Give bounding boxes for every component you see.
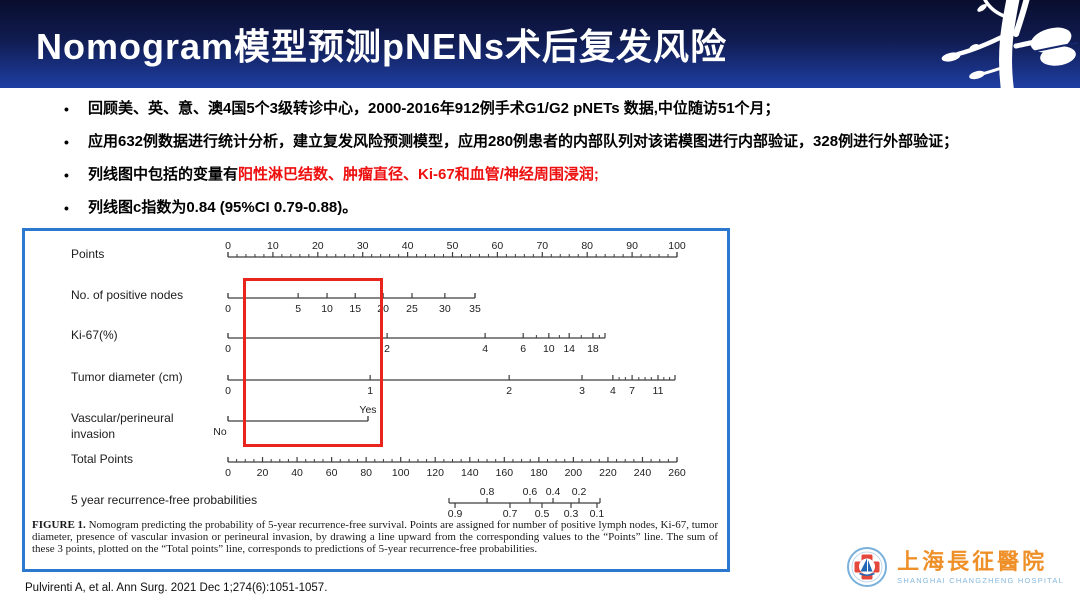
tick-label-total: 140 xyxy=(461,467,479,479)
hospital-name-en: SHANGHAI CHANGZHENG HOSPITAL xyxy=(897,576,1064,585)
bullet-text: 列线图中包括的变量有 xyxy=(88,166,239,183)
tick-label-vascular: No xyxy=(213,426,227,438)
tick-label-ki67: 6 xyxy=(520,343,526,355)
tick-label-ki67: 0 xyxy=(225,343,231,355)
tick-label-total: 100 xyxy=(392,467,410,479)
tick-label-ki67: 2 xyxy=(384,343,390,355)
axis-title-ki67: Ki-67(%) xyxy=(71,328,118,342)
axis-tumor: 0 1 2 3 4 7 11 xyxy=(225,375,676,397)
axis-nodes: 0 5 10 15 20 25 30 35 xyxy=(225,293,481,315)
tick-label-prob: 0.1 xyxy=(590,508,605,520)
tick-label-ki67: 4 xyxy=(482,343,488,355)
axis-title-points: Points xyxy=(71,247,105,261)
tick-label-tumor: 2 xyxy=(506,385,512,397)
tick-label-nodes: 35 xyxy=(469,303,481,315)
tick-label-points: 50 xyxy=(447,240,459,252)
tick-label-points: 60 xyxy=(492,240,504,252)
tick-label-total: 240 xyxy=(634,467,652,479)
tick-label-total: 200 xyxy=(565,467,583,479)
tick-label-prob: 0.8 xyxy=(480,486,495,498)
tick-label-total: 220 xyxy=(599,467,617,479)
tick-label-prob: 0.4 xyxy=(546,486,561,498)
bullet-item-4: 列线图c指数为0.84 (95%CI 0.79-0.88)。 xyxy=(62,198,1066,218)
tick-label-points: 20 xyxy=(312,240,324,252)
tick-label-total: 120 xyxy=(426,467,444,479)
tick-label-nodes: 5 xyxy=(295,303,301,315)
highlight-box xyxy=(243,278,383,447)
tick-label-total: 40 xyxy=(291,467,303,479)
axis-vascular: No Yes xyxy=(213,404,376,438)
tick-label-nodes: 10 xyxy=(321,303,333,315)
hospital-name-cn: 上海長征醫院 xyxy=(897,549,1048,574)
tick-label-prob: 0.6 xyxy=(523,486,538,498)
tick-label-ki67: 10 xyxy=(543,343,555,355)
tick-label-nodes: 30 xyxy=(439,303,451,315)
axis-title-tumor: Tumor diameter (cm) xyxy=(71,370,183,384)
bullet-text: 回顾美、英、意、澳4国5个3级转诊中心，2000-2016年912例手术G1/G… xyxy=(88,100,780,117)
axis-title-prob: 5 year recurrence-free probabilities xyxy=(71,493,258,507)
bullet-list: 回顾美、英、意、澳4国5个3级转诊中心，2000-2016年912例手术G1/G… xyxy=(62,99,1066,231)
tick-label-points: 10 xyxy=(267,240,279,252)
bullet-text-red: 阳性淋巴结数、肿瘤直径、Ki-67和血管/神经周围浸润; xyxy=(238,166,599,183)
branch-decoration-icon xyxy=(941,0,1079,88)
bullet-item-3: 列线图中包括的变量有阳性淋巴结数、肿瘤直径、Ki-67和血管/神经周围浸润; xyxy=(62,165,1066,185)
axis-title-nodes: No. of positive nodes xyxy=(71,288,184,302)
tick-label-tumor: 1 xyxy=(367,385,373,397)
bullet-item-1: 回顾美、英、意、澳4国5个3级转诊中心，2000-2016年912例手术G1/G… xyxy=(62,99,1066,119)
citation: Pulvirenti A, et al. Ann Surg. 2021 Dec … xyxy=(25,582,328,594)
tick-label-tumor: 4 xyxy=(610,385,616,397)
tick-label-nodes: 20 xyxy=(377,303,389,315)
tick-label-ki67: 18 xyxy=(587,343,599,355)
figure-panel: 0 10 20 30 40 50 60 70 80 90 100 0 5 10 15 20 25 30 35 0 2 4 6… xyxy=(22,228,730,572)
axis-prob: 0.9 0.8 0.7 0.6 0.5 0.40.3 0.20.1 xyxy=(448,486,605,520)
axis-title-total: Total Points xyxy=(71,452,134,466)
tick-label-vascular: Yes xyxy=(359,404,376,416)
tick-label-points: 80 xyxy=(581,240,593,252)
tick-label-tumor: 3 xyxy=(579,385,585,397)
tick-label-prob: 0.7 xyxy=(503,508,518,520)
tick-label-total: 0 xyxy=(225,467,231,479)
figure-caption-text: Nomogram predicting the probability of 5… xyxy=(32,519,718,556)
tick-label-total: 20 xyxy=(257,467,269,479)
axis-ki67: 0 2 4 6 10 14 18 xyxy=(225,333,606,355)
page-title: Nomogram模型预测pNENs术后复发风险 xyxy=(36,26,728,67)
hospital-emblem-icon xyxy=(847,547,888,587)
hospital-logo: 上海長征醫院 SHANGHAI CHANGZHENG HOSPITAL xyxy=(846,546,1064,588)
tick-label-nodes: 15 xyxy=(349,303,361,315)
figure-caption-label: FIGURE 1. xyxy=(32,519,86,531)
tick-label-prob: 0.3 xyxy=(564,508,579,520)
tick-label-ki67: 14 xyxy=(563,343,575,355)
tick-label-prob: 0.2 xyxy=(572,486,587,498)
figure-caption: FIGURE 1. Nomogram predicting the probab… xyxy=(32,519,718,556)
tick-label-total: 180 xyxy=(530,467,548,479)
axis-total: 0 20 40 60 80 100 120 140 160 180 200 220 240 260 xyxy=(225,457,686,479)
tick-label-total: 80 xyxy=(360,467,372,479)
tick-label-points: 40 xyxy=(402,240,414,252)
tick-label-tumor: 7 xyxy=(629,385,635,397)
tick-label-points: 100 xyxy=(668,240,686,252)
axis-title-vascular: Vascular/perineural xyxy=(71,411,174,425)
tick-label-points: 30 xyxy=(357,240,369,252)
axis-points: 0 10 20 30 40 50 60 70 80 90 100 xyxy=(225,240,686,258)
tick-label-tumor: 0 xyxy=(225,385,231,397)
tick-label-total: 260 xyxy=(668,467,686,479)
tick-label-nodes: 25 xyxy=(406,303,418,315)
header-banner: Nomogram模型预测pNENs术后复发风险 xyxy=(0,0,1080,88)
tick-label-prob: 0.5 xyxy=(535,508,550,520)
bullet-text: 应用632例数据进行统计分析，建立复发风险预测模型，应用280例患者的内部队列对… xyxy=(88,133,959,150)
tick-label-prob: 0.9 xyxy=(448,508,463,520)
axis-title2-vascular: invasion xyxy=(71,427,116,441)
tick-label-points: 70 xyxy=(536,240,548,252)
bullet-item-2: 应用632例数据进行统计分析，建立复发风险预测模型，应用280例患者的内部队列对… xyxy=(62,132,1066,152)
tick-label-points: 90 xyxy=(626,240,638,252)
tick-label-tumor: 11 xyxy=(653,385,664,397)
tick-label-points: 0 xyxy=(225,240,231,252)
tick-label-nodes: 0 xyxy=(225,303,231,315)
tick-label-total: 160 xyxy=(496,467,514,479)
tick-label-total: 60 xyxy=(326,467,338,479)
hospital-logo-text: 上海長征醫院 SHANGHAI CHANGZHENG HOSPITAL xyxy=(897,549,1064,585)
bullet-text: 列线图c指数为0.84 (95%CI 0.79-0.88)。 xyxy=(88,199,358,216)
